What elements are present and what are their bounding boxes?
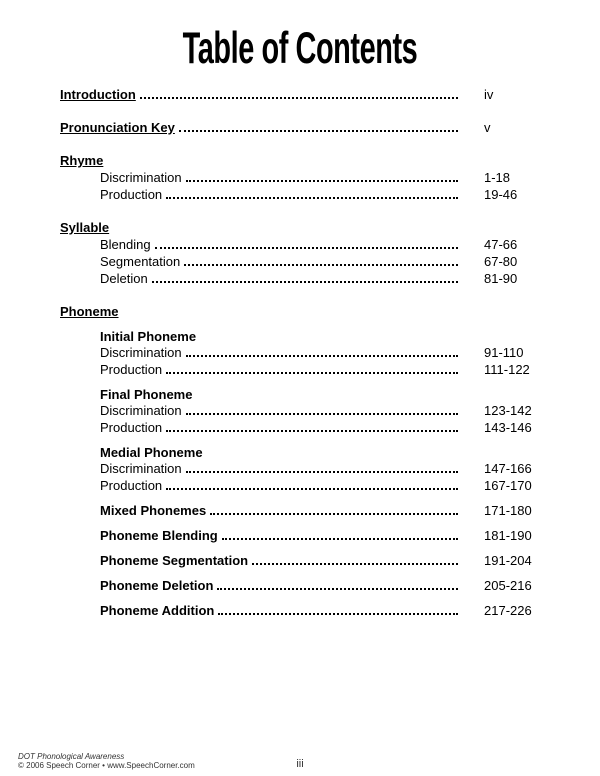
leader (186, 463, 458, 473)
toc-label: Discrimination (100, 461, 184, 476)
toc-page: 171-180 (460, 503, 540, 518)
toc-label: Discrimination (100, 345, 184, 360)
toc-row-segmentation: Phoneme Segmentation 191-204 (60, 553, 540, 568)
leader (155, 239, 458, 249)
toc-row: Production 143-146 (60, 420, 540, 435)
leader (152, 273, 458, 283)
toc-label: Discrimination (100, 403, 184, 418)
leader (186, 172, 458, 182)
toc-row: Production 111-122 (60, 362, 540, 377)
toc-row-pronkey: Pronunciation Key v (60, 120, 540, 135)
toc-label: Production (100, 187, 164, 202)
page: Table of Contents Introduction iv Pronun… (0, 0, 600, 628)
toc-row-deletion: Phoneme Deletion 205-216 (60, 578, 540, 593)
toc-page: 217-226 (460, 603, 540, 618)
toc-page: 1-18 (460, 170, 540, 185)
toc-row-mixed: Mixed Phonemes 171-180 (60, 503, 540, 518)
leader (252, 555, 458, 565)
toc-page: 19-46 (460, 187, 540, 202)
toc-page: 205-216 (460, 578, 540, 593)
leader (166, 364, 458, 374)
page-introduction: iv (460, 87, 540, 102)
toc-label: Mixed Phonemes (100, 503, 208, 518)
toc-row: Discrimination 1-18 (60, 170, 540, 185)
leader (184, 256, 458, 266)
toc-label: Deletion (100, 271, 150, 286)
toc-row: Production 167-170 (60, 478, 540, 493)
leader (166, 189, 458, 199)
toc-label: Segmentation (100, 254, 182, 269)
toc-page: 111-122 (460, 362, 540, 377)
toc-page: 47-66 (460, 237, 540, 252)
section-phoneme: Phoneme (60, 304, 540, 319)
toc-label: Discrimination (100, 170, 184, 185)
toc-label: Production (100, 420, 164, 435)
toc-row: Discrimination 147-166 (60, 461, 540, 476)
toc-page: 181-190 (460, 528, 540, 543)
leader (179, 122, 458, 132)
subhead-final: Final Phoneme (60, 387, 540, 402)
toc-label: Blending (100, 237, 153, 252)
leader (217, 580, 458, 590)
toc-page: 167-170 (460, 478, 540, 493)
toc-page: 91-110 (460, 345, 540, 360)
toc-row: Discrimination 91-110 (60, 345, 540, 360)
toc-row: Deletion 81-90 (60, 271, 540, 286)
footer-doc-title: DOT Phonological Awareness (18, 752, 195, 761)
toc-row-addition: Phoneme Addition 217-226 (60, 603, 540, 618)
leader (186, 405, 458, 415)
subhead-initial: Initial Phoneme (60, 329, 540, 344)
toc-page: 81-90 (460, 271, 540, 286)
toc-row-blending: Phoneme Blending 181-190 (60, 528, 540, 543)
toc-label: Production (100, 478, 164, 493)
toc-row: Production 19-46 (60, 187, 540, 202)
footer-page-num: iii (296, 758, 303, 770)
leader (140, 89, 458, 99)
leader (166, 480, 458, 490)
page-pronkey: v (460, 120, 540, 135)
leader (222, 530, 458, 540)
toc-row: Segmentation 67-80 (60, 254, 540, 269)
toc-label: Phoneme Blending (100, 528, 220, 543)
toc-page: 191-204 (460, 553, 540, 568)
page-title: Table of Contents (96, 24, 504, 75)
leader (186, 347, 458, 357)
leader (218, 605, 458, 615)
leader (210, 505, 458, 515)
section-syllable: Syllable (60, 220, 540, 235)
toc-label: Production (100, 362, 164, 377)
footer-copyright: © 2006 Speech Corner • www.SpeechCorner.… (18, 761, 195, 770)
toc-page: 143-146 (460, 420, 540, 435)
label-introduction: Introduction (60, 87, 138, 102)
toc-page: 147-166 (460, 461, 540, 476)
toc-label: Phoneme Segmentation (100, 553, 250, 568)
section-rhyme: Rhyme (60, 153, 540, 168)
toc-row-introduction: Introduction iv (60, 87, 540, 102)
toc-row: Discrimination 123-142 (60, 403, 540, 418)
subhead-medial: Medial Phoneme (60, 445, 540, 460)
toc-label: Phoneme Deletion (100, 578, 215, 593)
toc-row: Blending 47-66 (60, 237, 540, 252)
footer-left: DOT Phonological Awareness © 2006 Speech… (18, 752, 195, 770)
toc-page: 67-80 (460, 254, 540, 269)
label-pronkey: Pronunciation Key (60, 120, 177, 135)
leader (166, 422, 458, 432)
toc-label: Phoneme Addition (100, 603, 216, 618)
toc-page: 123-142 (460, 403, 540, 418)
footer: DOT Phonological Awareness © 2006 Speech… (18, 752, 582, 770)
